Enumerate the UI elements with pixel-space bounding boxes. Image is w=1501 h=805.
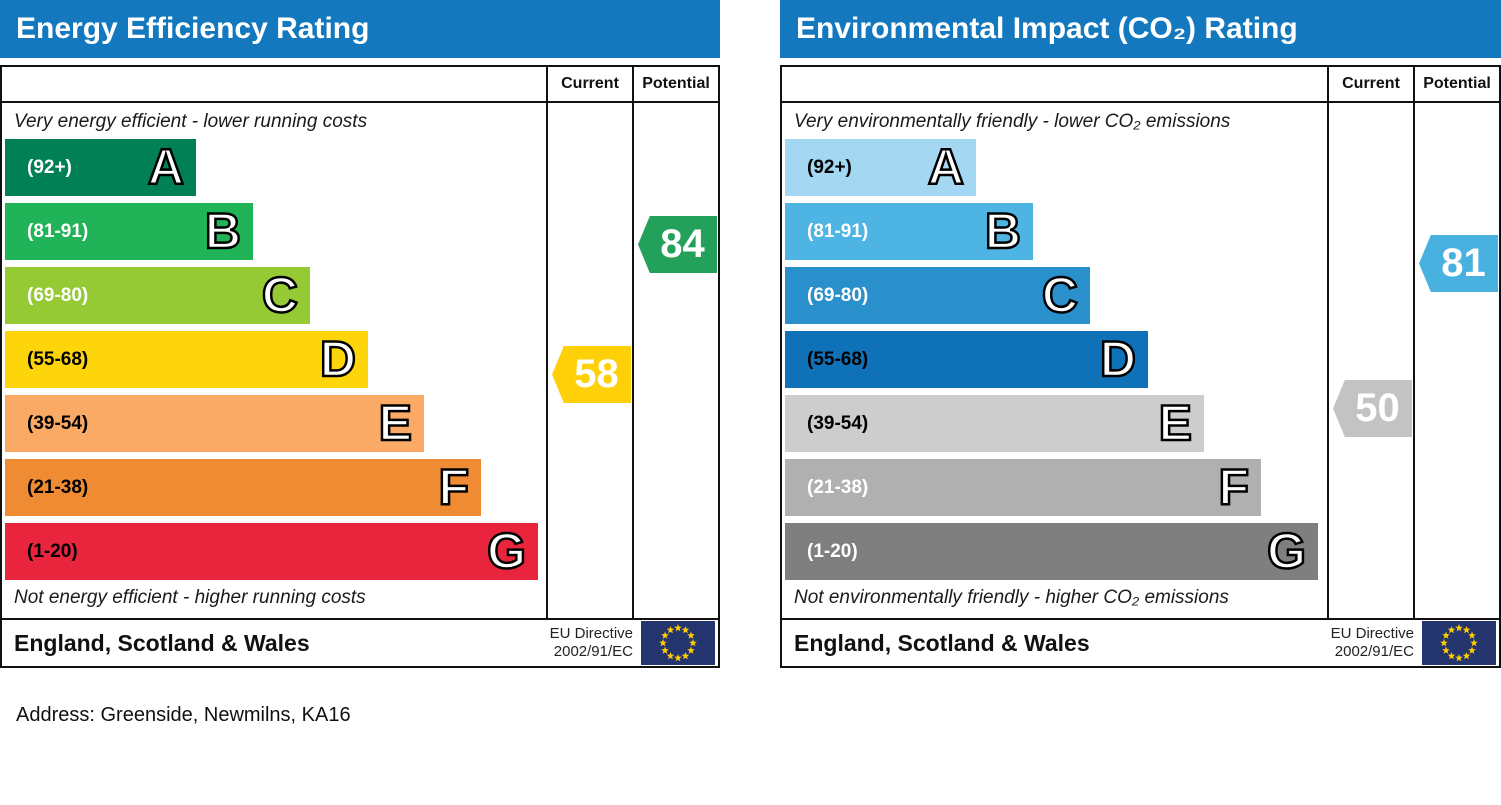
property-address: Address: Greenside, Newmilns, KA16 <box>16 704 351 726</box>
band-letter: G <box>486 522 527 581</box>
band-range-label: (39-54) <box>807 412 869 434</box>
rating-charts: Energy Efficiency Rating Current Potenti… <box>0 0 1501 668</box>
table-body: Very environmentally friendly - lower CO… <box>782 103 1499 618</box>
band-letter: C <box>261 266 300 325</box>
band-a: (92+) A <box>5 138 196 197</box>
environmental-impact-panel: Environmental Impact (CO₂) Rating Curren… <box>780 0 1501 668</box>
rating-bars-area: Very environmentally friendly - lower CO… <box>782 103 1327 618</box>
region-label: England, Scotland & Wales <box>794 629 1090 656</box>
band-range-label: (81-91) <box>27 220 89 242</box>
table-header-row: Current Potential <box>2 67 718 103</box>
current-rating-marker: 50 <box>1333 380 1412 437</box>
band-c: (69-80) C <box>785 266 1090 325</box>
eu-directive-label: EU Directive 2002/91/EC <box>550 625 633 661</box>
band-range-label: (1-20) <box>807 540 858 562</box>
band-letter: B <box>984 202 1023 261</box>
band-range-label: (69-80) <box>807 284 869 306</box>
band-range-label: (55-68) <box>27 348 89 370</box>
header-spacer-cell <box>2 67 546 101</box>
energy-efficiency-table: Current Potential Very energy efficient … <box>0 65 720 668</box>
band-a: (92+) A <box>785 138 976 197</box>
band-letter: D <box>1099 330 1138 389</box>
band-range-label: (69-80) <box>27 284 89 306</box>
bottom-caption: Not energy efficient - higher running co… <box>14 587 366 608</box>
eu-directive-line1: EU Directive <box>549 625 633 642</box>
current-rating-marker: 58 <box>552 346 631 403</box>
environmental-impact-table: Current Potential Very environmentally f… <box>780 65 1501 668</box>
potential-column: 81 <box>1413 103 1499 618</box>
table-footer: England, Scotland & Wales EU Directive 2… <box>2 618 718 666</box>
band-d: (55-68) D <box>5 330 368 389</box>
top-caption: Very environmentally friendly - lower CO… <box>794 111 1231 132</box>
rating-bands: (92+) A (81-91) B (69-80) C (55-68) D (39-54… <box>785 138 1327 587</box>
potential-column-header: Potential <box>632 67 718 101</box>
top-caption: Very energy efficient - lower running co… <box>14 111 368 132</box>
band-letter: A <box>147 138 186 197</box>
eu-flag-icon <box>641 621 715 665</box>
potential-column: 84 <box>632 103 718 618</box>
potential-rating-marker: 81 <box>1419 235 1498 292</box>
table-footer: England, Scotland & Wales EU Directive 2… <box>782 618 1499 666</box>
eu-directive-line2: 2002/91/EC <box>553 643 633 660</box>
band-e: (39-54) E <box>5 394 424 453</box>
eu-directive-line2: 2002/91/EC <box>1334 643 1414 660</box>
band-range-label: (1-20) <box>27 540 78 562</box>
band-letter: G <box>1266 522 1307 581</box>
band-f: (21-38) F <box>5 458 481 517</box>
energy-efficiency-title: Energy Efficiency Rating <box>0 0 720 58</box>
energy-efficiency-panel: Energy Efficiency Rating Current Potenti… <box>0 0 720 668</box>
potential-rating-marker: 84 <box>638 216 717 273</box>
current-column: 50 <box>1327 103 1413 618</box>
band-g: (1-20) G <box>785 522 1318 581</box>
band-range-label: (39-54) <box>27 412 89 434</box>
band-letter: D <box>319 330 358 389</box>
region-label: England, Scotland & Wales <box>14 629 310 656</box>
band-d: (55-68) D <box>785 330 1148 389</box>
eu-flag-icon <box>1422 621 1496 665</box>
rating-bands: (92+) A (81-91) B (69-80) C (55-68) D (39-54… <box>5 138 546 587</box>
current-column-header: Current <box>546 67 632 101</box>
band-range-label: (81-91) <box>807 220 869 242</box>
band-range-label: (21-38) <box>807 476 869 498</box>
band-f: (21-38) F <box>785 458 1261 517</box>
header-spacer-cell <box>782 67 1327 101</box>
band-range-label: (21-38) <box>27 476 89 498</box>
potential-column-header: Potential <box>1413 67 1499 101</box>
band-letter: B <box>204 202 243 261</box>
environmental-impact-title: Environmental Impact (CO₂) Rating <box>780 0 1501 58</box>
band-range-label: (92+) <box>27 156 72 178</box>
band-b: (81-91) B <box>5 202 253 261</box>
band-letter: F <box>1217 458 1250 517</box>
table-header-row: Current Potential <box>782 67 1499 103</box>
band-letter: E <box>377 394 413 453</box>
current-column-header: Current <box>1327 67 1413 101</box>
bottom-caption: Not environmentally friendly - higher CO… <box>794 587 1229 608</box>
eu-directive-label: EU Directive 2002/91/EC <box>1331 625 1414 661</box>
eu-directive-line1: EU Directive <box>1330 625 1414 642</box>
table-body: Very energy efficient - lower running co… <box>2 103 718 618</box>
band-range-label: (55-68) <box>807 348 869 370</box>
band-letter: A <box>927 138 966 197</box>
band-range-label: (92+) <box>807 156 852 178</box>
current-column: 58 <box>546 103 632 618</box>
band-letter: C <box>1041 266 1080 325</box>
band-e: (39-54) E <box>785 394 1204 453</box>
band-letter: F <box>437 458 470 517</box>
band-letter: E <box>1157 394 1193 453</box>
band-g: (1-20) G <box>5 522 538 581</box>
rating-bars-area: Very energy efficient - lower running co… <box>2 103 546 618</box>
band-c: (69-80) C <box>5 266 310 325</box>
band-b: (81-91) B <box>785 202 1033 261</box>
